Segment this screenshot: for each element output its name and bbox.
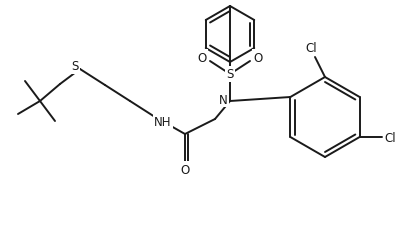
Text: Cl: Cl [305, 42, 317, 55]
Text: S: S [226, 68, 234, 81]
Text: Cl: Cl [385, 131, 396, 144]
Text: O: O [197, 51, 207, 64]
Text: NH: NH [154, 115, 172, 128]
Text: O: O [180, 163, 189, 176]
Text: O: O [253, 51, 262, 64]
Text: S: S [71, 60, 79, 73]
Text: N: N [219, 93, 227, 106]
